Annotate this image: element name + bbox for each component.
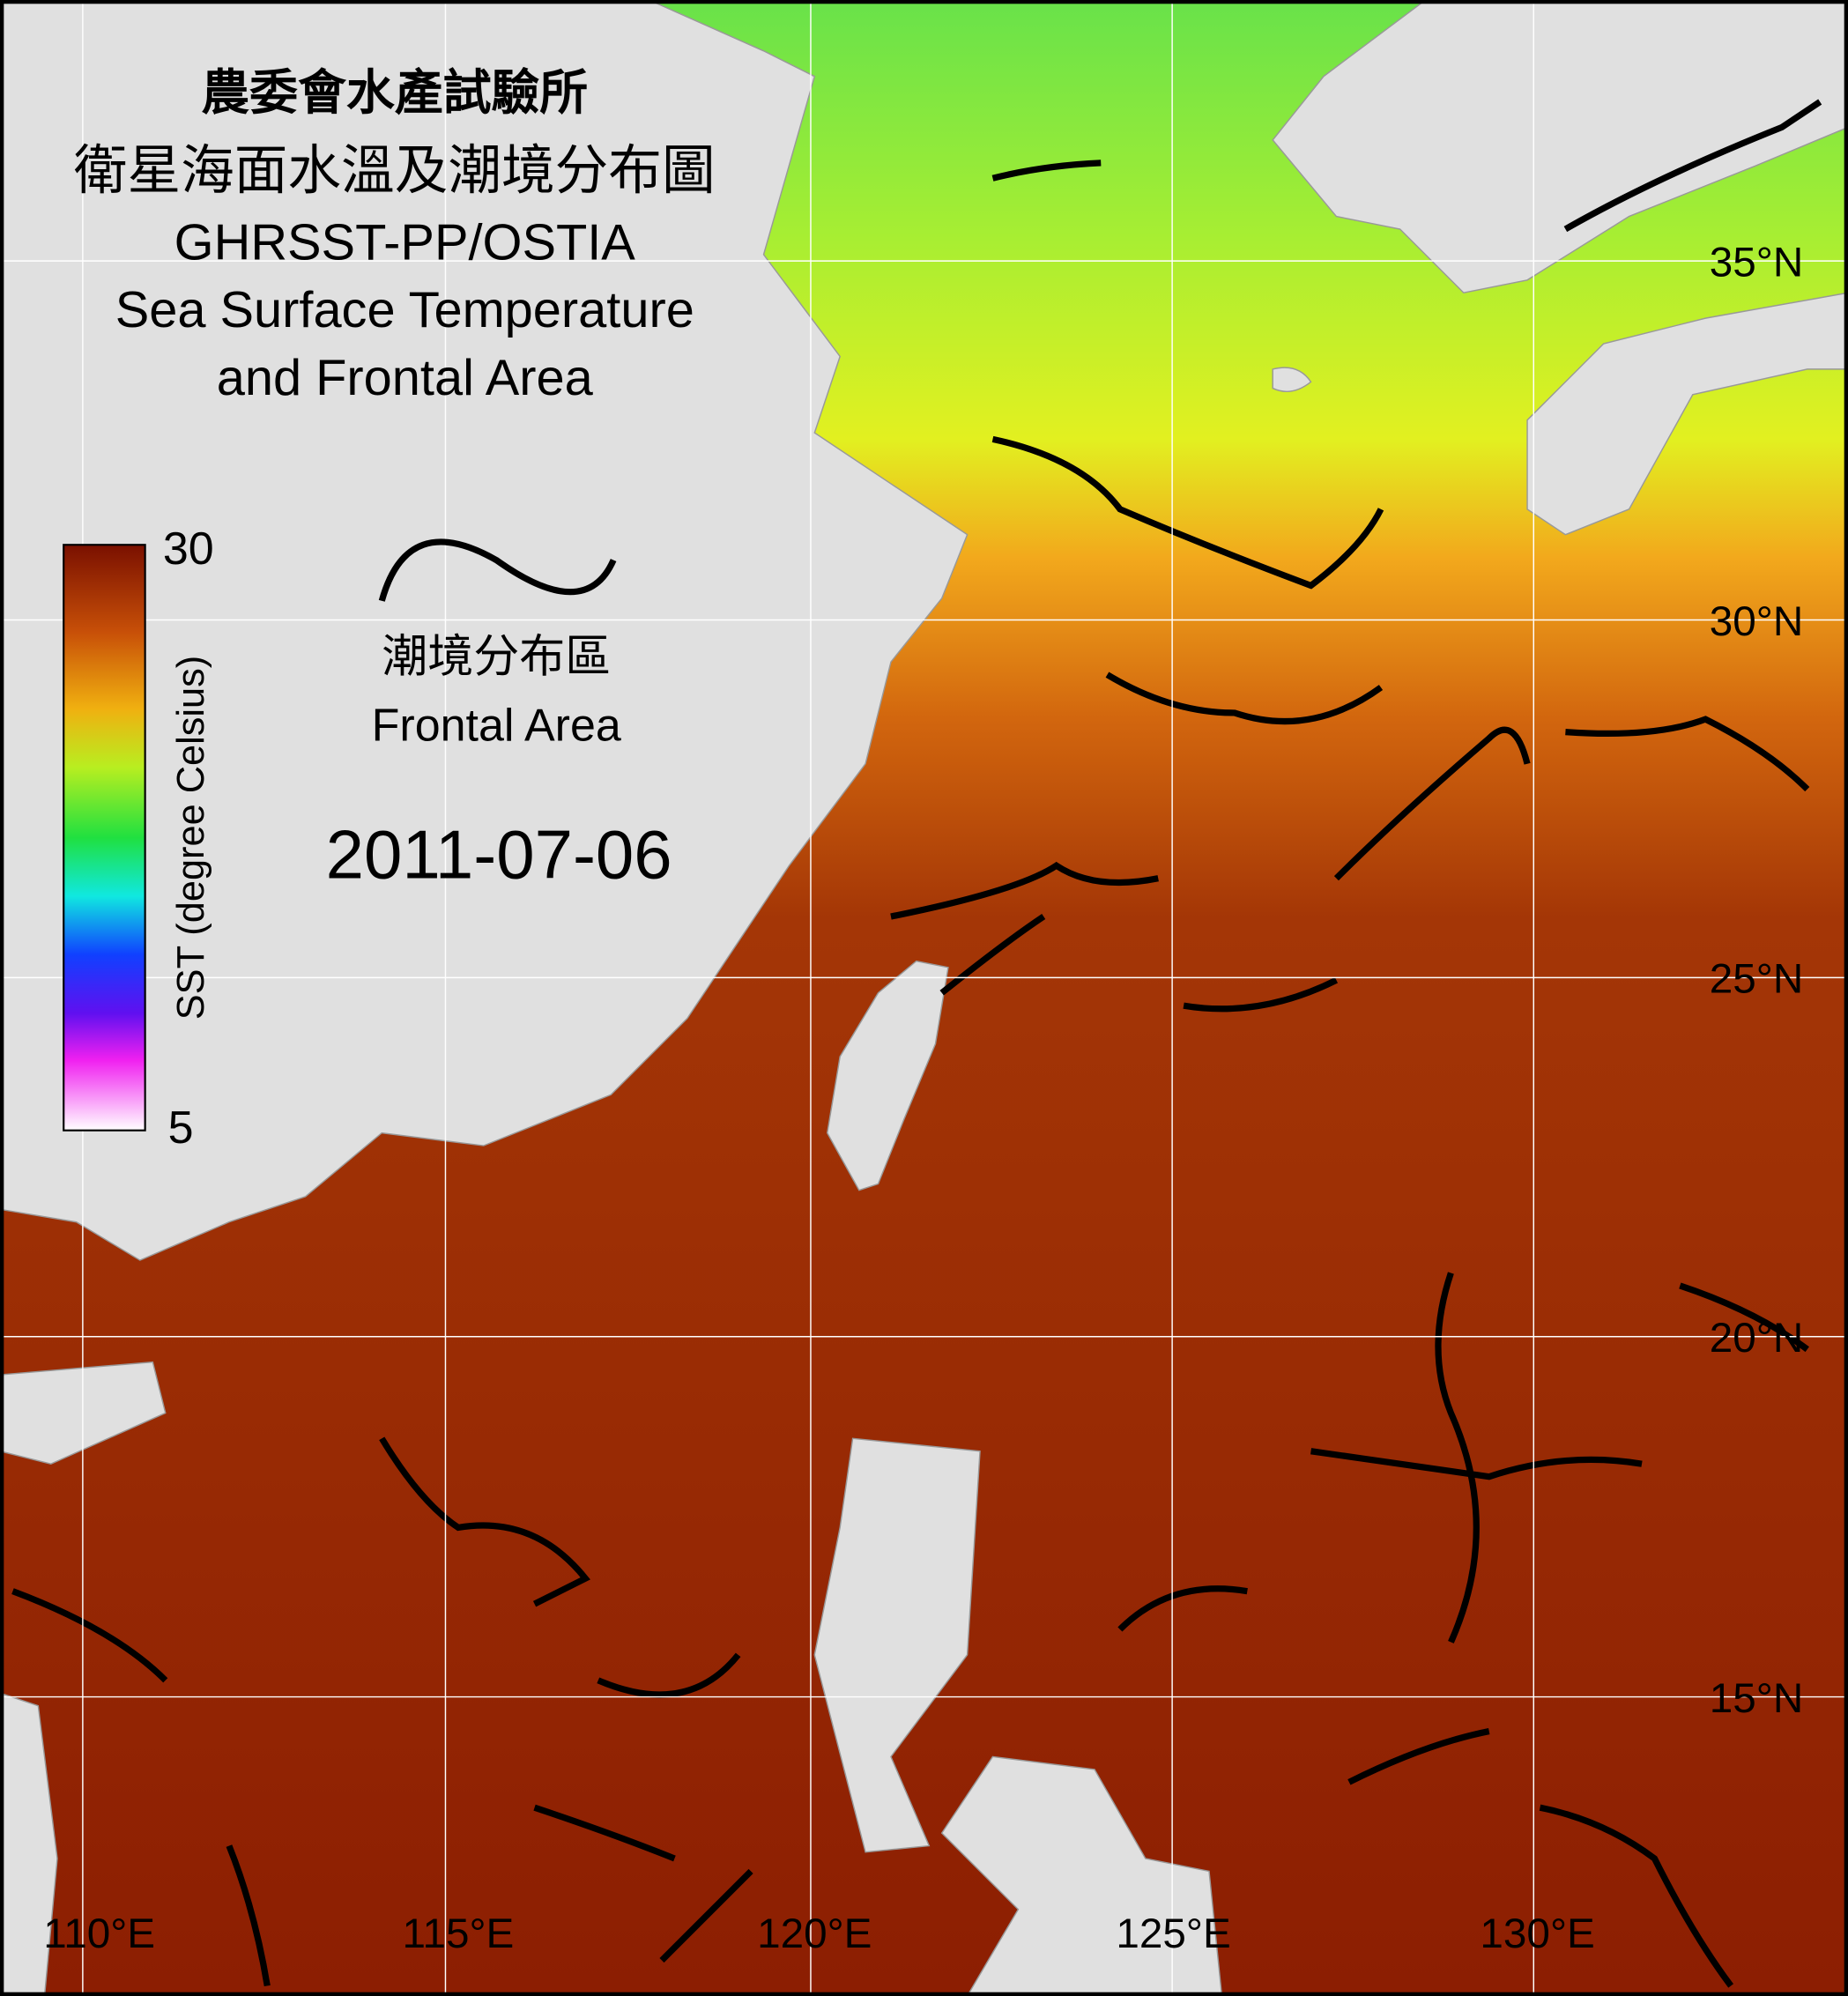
lat-label: 35°N bbox=[1710, 239, 1803, 286]
colorbar bbox=[63, 544, 146, 1132]
title-en-2: Sea Surface Temperature bbox=[115, 282, 694, 338]
lon-label: 125°E bbox=[1116, 1911, 1230, 1957]
lon-label: 120°E bbox=[757, 1911, 872, 1957]
title-zh-1: 農委會水產試驗所 bbox=[201, 65, 588, 120]
title-en-3: and Frontal Area bbox=[217, 350, 594, 406]
lon-label: 110°E bbox=[43, 1911, 155, 1957]
frontal-lines bbox=[11, 99, 1822, 1988]
colorbar-min: 5 bbox=[168, 1102, 194, 1154]
colorbar-label: SST (degree Celsius) bbox=[170, 656, 212, 1020]
legend-label-en: Frontal Area bbox=[372, 701, 621, 752]
lat-label: 20°N bbox=[1710, 1315, 1803, 1362]
legend-symbol bbox=[378, 538, 617, 602]
lon-label: 115°E bbox=[403, 1911, 515, 1957]
date: 2011-07-06 bbox=[326, 816, 672, 894]
lat-label: 25°N bbox=[1710, 956, 1803, 1003]
title-en-1: GHRSST-PP/OSTIA bbox=[174, 215, 636, 271]
lon-label: 130°E bbox=[1480, 1911, 1594, 1957]
lat-label: 15°N bbox=[1710, 1675, 1803, 1722]
legend-label-zh: 潮境分布區 bbox=[382, 632, 611, 683]
lat-label: 30°N bbox=[1710, 598, 1803, 645]
colorbar-max: 30 bbox=[163, 523, 214, 575]
title-zh-2: 衛星海面水溫及潮境分布圖 bbox=[74, 140, 716, 200]
